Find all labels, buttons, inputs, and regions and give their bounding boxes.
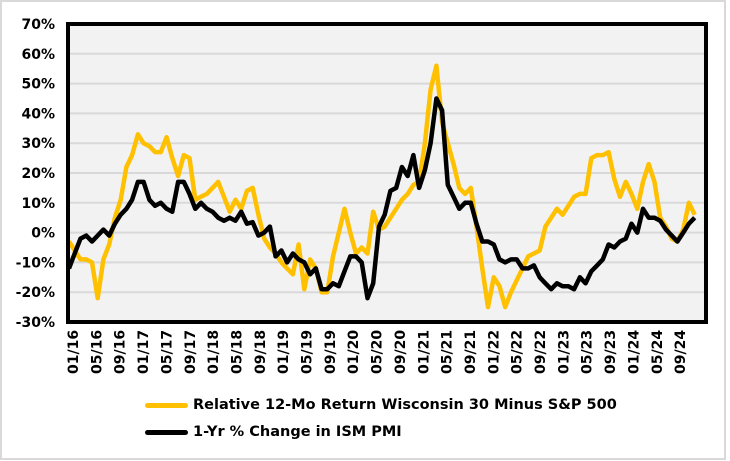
y-tick-label: 50%: [21, 77, 55, 93]
y-tick-label: 30%: [21, 136, 55, 152]
x-tick-label: 05/18: [229, 330, 245, 374]
x-tick-label: 01/20: [346, 330, 362, 374]
y-tick-label: -30%: [16, 315, 55, 331]
x-tick-label: 09/19: [323, 330, 339, 374]
legend-label: 1-Yr % Change in ISM PMI: [193, 424, 402, 440]
legend-item-ism: 1-Yr % Change in ISM PMI: [145, 424, 402, 440]
x-tick-label: 09/20: [393, 330, 409, 374]
x-tick-label: 01/16: [66, 330, 82, 374]
x-tick-label: 09/22: [533, 330, 549, 374]
y-tick-label: -10%: [16, 255, 55, 271]
x-tick-label: 09/23: [603, 330, 619, 374]
series-line: [66, 96, 697, 301]
x-tick-label: 05/19: [300, 330, 316, 374]
legend-swatch-gold: [145, 402, 188, 408]
x-tick-label: 05/23: [580, 330, 596, 374]
x-tick-label: 05/16: [89, 330, 105, 374]
x-tick-label: 01/18: [206, 330, 222, 374]
x-tick-label: 09/21: [463, 330, 479, 374]
legend-item-wisconsin: Relative 12-Mo Return Wisconsin 30 Minus…: [145, 397, 617, 413]
x-tick-label: 01/21: [416, 330, 432, 374]
legend-swatch-black: [145, 429, 188, 435]
legend-label: Relative 12-Mo Return Wisconsin 30 Minus…: [193, 397, 617, 413]
x-tick-label: 01/17: [136, 330, 152, 374]
y-tick-label: -20%: [16, 285, 55, 301]
y-tick-label: 60%: [21, 47, 55, 63]
y-tick-label: 70%: [21, 17, 55, 33]
x-tick-label: 05/17: [159, 330, 175, 374]
x-tick-label: 09/24: [673, 330, 689, 374]
x-tick-label: 09/18: [253, 330, 269, 374]
x-tick-label: 09/17: [183, 330, 199, 374]
x-tick-label: 09/16: [113, 330, 129, 374]
x-tick-label: 01/23: [556, 330, 572, 374]
x-tick-label: 05/20: [370, 330, 386, 374]
x-tick-label: 01/19: [276, 330, 292, 374]
x-tick-label: 05/24: [650, 330, 666, 374]
series-line: [67, 63, 697, 310]
y-tick-label: 0%: [31, 226, 55, 242]
x-tick-label: 05/21: [440, 330, 456, 374]
x-tick-label: 01/24: [626, 330, 642, 374]
series-ism-pmi-change: [66, 96, 697, 301]
y-tick-label: 10%: [21, 196, 55, 212]
y-tick-label: 20%: [21, 166, 55, 182]
plot-border: [66, 22, 708, 324]
x-tick-label: 01/22: [486, 330, 502, 374]
x-tick-label: 05/22: [510, 330, 526, 374]
y-tick-label: 40%: [21, 106, 55, 122]
